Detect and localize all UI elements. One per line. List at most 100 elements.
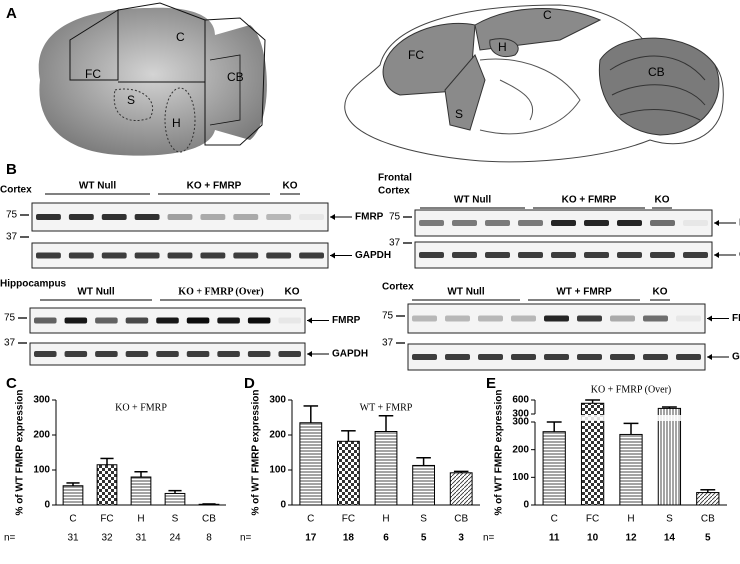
x-tick-label: FC bbox=[342, 514, 355, 525]
blot-band bbox=[485, 252, 510, 258]
bar bbox=[449, 472, 473, 506]
marker-label: 37 bbox=[382, 338, 394, 349]
x-tick-label: C bbox=[307, 514, 314, 525]
x-tick-label: S bbox=[172, 514, 179, 525]
blot-band bbox=[64, 351, 88, 357]
x-tick-label: S bbox=[420, 514, 427, 525]
blot-title: Cortex bbox=[0, 185, 32, 196]
bar bbox=[164, 492, 186, 506]
x-tick-label: CB bbox=[454, 514, 468, 525]
blot-band bbox=[101, 252, 127, 259]
blot-band bbox=[478, 354, 503, 360]
blot-band bbox=[511, 315, 536, 322]
blot-band bbox=[233, 214, 259, 220]
y-tick-label: 0 bbox=[44, 500, 50, 511]
blot-band bbox=[544, 315, 569, 322]
arrow-head bbox=[330, 214, 335, 220]
blot-band bbox=[485, 220, 510, 226]
bar bbox=[696, 492, 720, 506]
blot-band bbox=[278, 351, 301, 357]
x-tick-label: FC bbox=[586, 514, 599, 525]
blot-band bbox=[156, 351, 179, 357]
chart-title: KO + FMRP bbox=[115, 402, 167, 413]
blot-band bbox=[167, 214, 193, 220]
blot-band bbox=[167, 252, 193, 259]
blot-band bbox=[445, 315, 470, 322]
n-value: 17 bbox=[305, 533, 317, 544]
blot-band bbox=[68, 214, 94, 220]
bar bbox=[374, 431, 398, 506]
n-value: 8 bbox=[206, 533, 212, 544]
x-tick-label: CB bbox=[202, 514, 216, 525]
blot-band bbox=[452, 252, 477, 258]
y-axis-label: % of WT FMRP expression bbox=[251, 390, 262, 516]
axis-break bbox=[534, 415, 728, 421]
n-label: n= bbox=[4, 533, 16, 544]
x-tick-label: FC bbox=[100, 514, 113, 525]
blot-band bbox=[445, 354, 470, 360]
n-value: 31 bbox=[67, 533, 79, 544]
y-tick-label: 100 bbox=[33, 465, 50, 476]
y-tick-label: 300 bbox=[269, 395, 286, 406]
blot-band bbox=[36, 214, 61, 220]
n-value: 5 bbox=[705, 533, 711, 544]
protein-label: FMRP bbox=[332, 315, 361, 326]
blot-group: KO + FMRP bbox=[187, 181, 242, 192]
blot-band bbox=[247, 351, 271, 357]
y-tick-label: 0 bbox=[280, 500, 286, 511]
blot-band bbox=[676, 315, 701, 322]
x-tick-label: H bbox=[137, 514, 144, 525]
chart-title: KO + FMRP (Over) bbox=[591, 384, 672, 395]
protein-label: GAPDH bbox=[332, 349, 368, 360]
region-label: S bbox=[127, 93, 135, 107]
y-tick-label: 100 bbox=[512, 472, 529, 483]
blot-band bbox=[683, 220, 708, 226]
blot-band bbox=[299, 252, 324, 259]
blot-band bbox=[156, 317, 179, 324]
blot-band bbox=[95, 351, 118, 357]
n-label: n= bbox=[483, 533, 495, 544]
n-label: n= bbox=[240, 533, 252, 544]
marker-label: 75 bbox=[4, 313, 16, 324]
x-tick-label: CB bbox=[701, 514, 715, 525]
blot-band bbox=[247, 317, 271, 324]
blot-band bbox=[452, 220, 477, 226]
blot-band bbox=[518, 220, 543, 226]
blot-band bbox=[518, 252, 543, 258]
region-label: FC bbox=[408, 48, 424, 62]
blot-band bbox=[95, 317, 118, 324]
arrow-head bbox=[707, 354, 712, 360]
blot-group: WT Null bbox=[79, 181, 116, 192]
arrow-head bbox=[307, 351, 312, 357]
y-tick-label: 100 bbox=[269, 465, 286, 476]
region-label: CB bbox=[648, 65, 665, 79]
blot-title: Cortex bbox=[382, 282, 414, 293]
x-tick-label: H bbox=[627, 514, 634, 525]
blot-title: Frontal bbox=[378, 173, 412, 184]
blot-band bbox=[419, 220, 444, 226]
blot-group: KO + FMRP bbox=[562, 195, 617, 206]
blot-band bbox=[217, 317, 240, 324]
blot-band bbox=[551, 252, 576, 258]
blot-band bbox=[419, 252, 444, 258]
panel-label: B bbox=[6, 161, 17, 178]
blot-band bbox=[511, 354, 536, 360]
blot-group: WT + FMRP bbox=[556, 287, 612, 298]
blot-band bbox=[34, 351, 57, 357]
bar bbox=[299, 422, 323, 506]
region-label: CB bbox=[227, 70, 244, 84]
bar bbox=[130, 476, 152, 506]
y-tick-label: 300 bbox=[33, 395, 50, 406]
arrow-head bbox=[714, 220, 719, 226]
protein-label: FMRP bbox=[355, 212, 384, 223]
marker-label: 75 bbox=[6, 210, 18, 221]
region-label: S bbox=[455, 107, 463, 121]
protein-label: GAPDH bbox=[732, 352, 740, 363]
blot-band bbox=[64, 317, 88, 324]
blot-band bbox=[617, 252, 642, 258]
blot-band bbox=[478, 315, 503, 322]
blot-group: WT Null bbox=[454, 195, 491, 206]
blot-band bbox=[617, 220, 642, 226]
arrow-head bbox=[330, 252, 335, 259]
